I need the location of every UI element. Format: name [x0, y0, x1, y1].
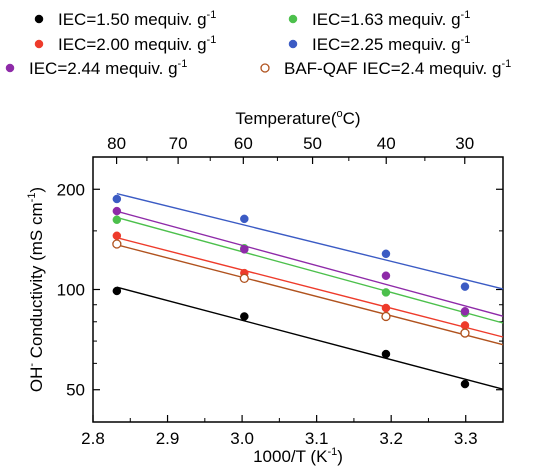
x-tick-label: 2.8 [81, 429, 105, 448]
legend-label-series-5: IEC=2.44 mequiv. g-1 [29, 58, 187, 78]
data-point-series-5 [112, 206, 122, 216]
data-point-series-1 [381, 349, 391, 359]
data-point-series-1 [240, 312, 249, 321]
fit-line-series-5 [116, 210, 504, 317]
fit-line-series-4 [116, 192, 504, 290]
legend-marker-series-1 [34, 14, 44, 24]
fit-line-series-3 [116, 237, 504, 338]
data-point-series-4 [381, 249, 391, 259]
data-point-series-3 [112, 231, 122, 241]
data-point-series-4 [112, 194, 122, 204]
data-point-series-3 [381, 303, 391, 313]
data-point-series-1 [112, 286, 122, 296]
data-point-series-6 [112, 239, 122, 249]
data-point-series-4 [460, 282, 470, 291]
y-axis-label: OH- Conductivity (mS cm-1) [26, 187, 46, 392]
data-point-series-4 [240, 214, 249, 224]
y-tick-label: 50 [66, 381, 85, 400]
plot-area: 2.8 2.9 3.0 3.1 3.2 3.3 50 100 200 80 70 60 50 40 30 10… [26, 108, 504, 466]
data-point-series-6 [239, 273, 249, 284]
legend-label-series-4: IEC=2.25 mequiv. g-1 [312, 34, 470, 54]
data-point-series-3 [460, 321, 470, 330]
data-point-series-2 [381, 288, 391, 297]
x-tick-label: 3.0 [230, 429, 254, 448]
top-tick-label: 40 [377, 134, 396, 153]
legend-marker-series-2 [288, 14, 298, 24]
data-point-series-2 [112, 215, 122, 224]
data-point-series-6 [381, 311, 391, 322]
x-tick-label: 2.9 [156, 429, 180, 448]
legend-label-series-2: IEC=1.63 mequiv. g-1 [312, 9, 470, 29]
data-point-series-1 [460, 379, 470, 389]
y-tick-label: 100 [57, 281, 85, 300]
x-axis-label: 1000/T (K-1) [253, 446, 343, 466]
legend-label-series-3: IEC=2.00 mequiv. g-1 [58, 34, 216, 54]
top-axis-label: Temperature(oC) [235, 108, 360, 128]
legend: IEC=1.50 mequiv. g-1 IEC=1.63 mequiv. g-1… [5, 9, 511, 78]
data-point-series-5 [240, 245, 249, 254]
legend-marker-series-5 [5, 63, 15, 73]
x-tick-label: 3.2 [379, 429, 403, 448]
legend-label-series-1: IEC=1.50 mequiv. g-1 [58, 9, 216, 29]
plot-frame [92, 156, 504, 423]
top-tick-label: 30 [455, 134, 474, 153]
fit-line-series-2 [116, 216, 504, 324]
top-tick-label: 70 [169, 134, 188, 153]
top-tick-label: 60 [234, 134, 253, 153]
y-tick-label: 200 [57, 180, 85, 199]
x-tick-label: 3.3 [454, 429, 478, 448]
top-tick-label: 80 [107, 134, 126, 153]
fit-line-series-6 [116, 244, 504, 346]
x-tick-label: 3.1 [305, 429, 329, 448]
data-point-series-5 [381, 271, 391, 280]
legend-label-series-6: BAF-QAF IEC=2.4 mequiv. g-1 [284, 58, 511, 78]
top-tick-label: 50 [303, 134, 322, 153]
legend-marker-series-6 [260, 63, 270, 73]
fit-line-series-1 [116, 286, 504, 390]
data-point-series-6 [460, 328, 470, 338]
legend-marker-series-4 [288, 39, 298, 49]
legend-marker-series-3 [34, 39, 44, 49]
data-point-series-5 [460, 307, 470, 316]
